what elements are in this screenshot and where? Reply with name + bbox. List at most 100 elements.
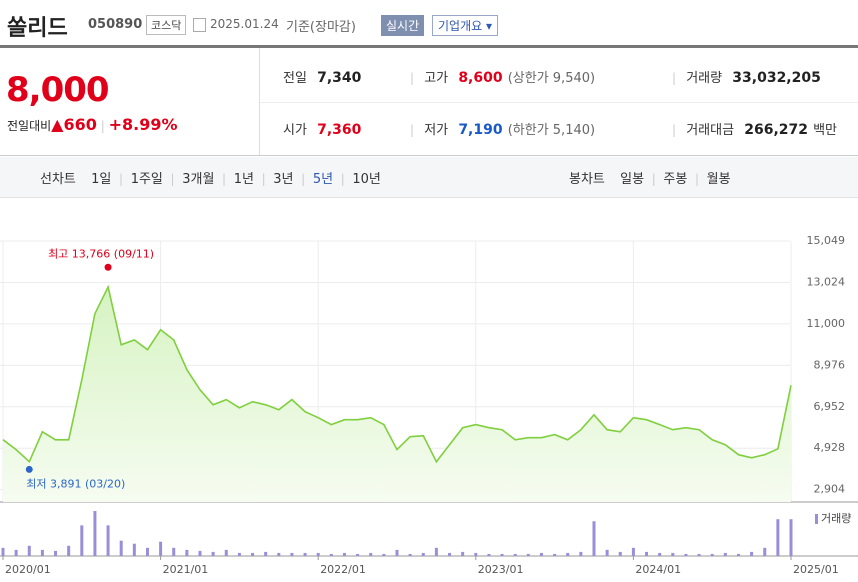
volume-bar: [224, 549, 228, 556]
x-tick-label: 2024/01: [635, 563, 681, 576]
volume-bar: [592, 521, 596, 556]
volume-bar: [723, 552, 727, 556]
value: 8,600: [458, 70, 503, 86]
change-rate: +8.99%: [108, 115, 178, 134]
price-line: [2, 284, 792, 464]
y-tick-label: 13,024: [807, 275, 846, 288]
volume-bar: [211, 551, 215, 556]
basis: 기준(장마감): [286, 20, 356, 35]
y-tick-label: 11,000: [807, 317, 846, 330]
volume-bar: [539, 552, 543, 556]
volume-bar: [40, 549, 44, 556]
x-tick-label: 2020/01: [5, 563, 51, 576]
label: 거래대금: [686, 123, 735, 138]
volume-bar: [395, 549, 399, 556]
tab-separator: [605, 172, 620, 186]
tab-separator: |: [253, 172, 274, 186]
volume-bar: [27, 545, 31, 556]
tab[interactable]: 1년: [233, 172, 254, 187]
volume-legend-swatch: [815, 514, 818, 524]
value: 7,340: [317, 70, 362, 86]
volume-bar: [526, 553, 530, 556]
date: 2025.01.24: [210, 17, 279, 31]
volume-bar: [106, 525, 110, 556]
tab-separator: |: [644, 172, 664, 186]
volume-bar: [789, 519, 793, 556]
tab[interactable]: 3년: [273, 172, 294, 187]
volume-bar: [172, 547, 176, 556]
volume-bar: [434, 547, 438, 556]
volume-bar: [132, 543, 136, 556]
value: 33,032,205: [732, 70, 821, 86]
volume-bar: [80, 525, 84, 556]
x-tick-label: 2023/01: [478, 563, 524, 576]
annotation-dot: [104, 263, 112, 271]
volume-bar: [1, 547, 5, 556]
tab[interactable]: 1주일: [130, 172, 163, 187]
quote-item: 전일 7,340: [283, 67, 361, 86]
realtime-badge[interactable]: 실시간: [381, 15, 425, 36]
volume-bar: [776, 519, 780, 556]
volume-bar: [658, 552, 662, 556]
tab[interactable]: 주봉: [663, 172, 688, 187]
extra: (상한가 9,540): [507, 71, 596, 86]
volume-bar: [408, 553, 412, 556]
line-label: 선차트: [40, 172, 76, 187]
label: 전일: [283, 71, 307, 86]
value: 7,190: [458, 122, 503, 138]
x-tick-label: 2025/01: [793, 563, 839, 576]
tab[interactable]: 5년: [312, 172, 334, 187]
volume-bar: [264, 551, 268, 556]
volume-bar: [119, 540, 123, 556]
tab[interactable]: 10년: [352, 172, 381, 187]
volume-bar: [382, 553, 386, 556]
tab[interactable]: 3개월: [182, 172, 215, 187]
quote-item: | 거래량 33,032,205: [672, 70, 821, 86]
tab-separator: |: [214, 172, 234, 186]
volume-bar: [237, 552, 241, 556]
volume-legend: 거래량: [821, 512, 851, 525]
volume-bar: [566, 552, 570, 556]
label: 저가: [424, 123, 449, 138]
volume-bar: [14, 549, 18, 556]
quote-item: | 고가 8,600 (상한가 9,540): [410, 70, 596, 86]
label: 시가: [283, 123, 307, 138]
row-divider: [260, 102, 858, 103]
volume-bar: [671, 552, 675, 556]
quote-item: | 거래대금 266,272 백만: [672, 122, 838, 138]
volume-bar: [487, 553, 491, 556]
tab[interactable]: 1일: [91, 172, 112, 187]
label: 고가: [424, 71, 449, 86]
volume-bar: [710, 553, 714, 556]
change-value: 660: [63, 115, 97, 134]
annotation-label: 최저 3,891 (03/20): [26, 477, 125, 490]
volume-bar: [763, 547, 767, 556]
change: ▲660: [51, 115, 97, 134]
value: 266,272: [744, 122, 808, 138]
value: 7,360: [317, 122, 362, 138]
volume-bar: [736, 553, 740, 556]
volume-bar: [342, 552, 346, 556]
volume-bar: [618, 551, 622, 556]
volume-bar: [329, 553, 333, 556]
tab[interactable]: 일봉: [620, 172, 645, 187]
tab-separator: [76, 172, 91, 186]
tab[interactable]: 월봉: [706, 172, 731, 187]
volume-bar: [369, 552, 373, 556]
volume-bar: [461, 551, 465, 556]
quote-rule: [0, 155, 858, 156]
company-info-text: 기업개요: [438, 19, 483, 33]
volume-bar: [421, 552, 425, 556]
volume-bar: [513, 553, 517, 556]
volume-bar: [303, 552, 307, 556]
volume-bar: [356, 553, 360, 556]
y-tick-label: 6,952: [814, 400, 846, 413]
quote-item: | 저가 7,190 (하한가 5,140): [410, 122, 596, 138]
company-info-button[interactable]: 기업개요 ▾: [432, 15, 499, 36]
volume-bar: [500, 553, 504, 556]
volume-bar: [474, 552, 478, 556]
line-tabs: 선차트 1일 | 1주일 | 3개월 | 1년 | 3년 | 5년 | 10년: [40, 168, 381, 187]
tab-separator: |: [333, 172, 353, 186]
